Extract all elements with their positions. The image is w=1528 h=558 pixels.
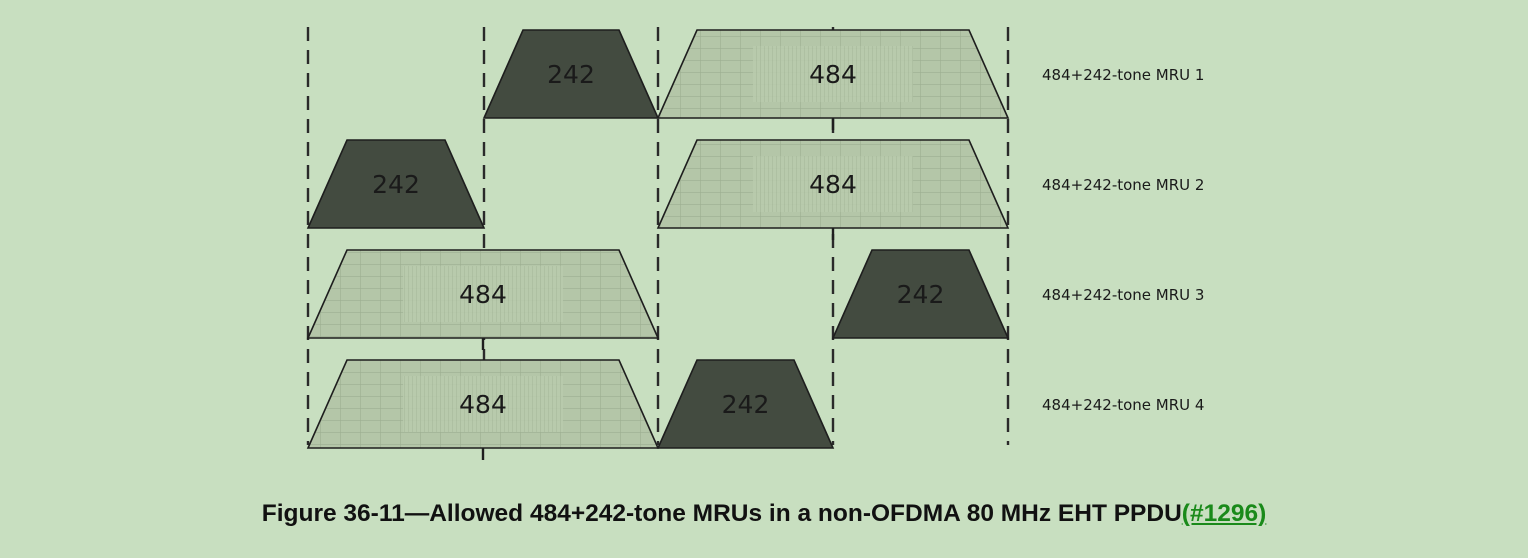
ru-484-block: 484: [656, 29, 1010, 130]
mru-label: 484+242-tone MRU 1: [1042, 66, 1204, 84]
ru-size-label: 242: [547, 60, 595, 89]
ru-484-hatch: [753, 156, 913, 212]
ru-484-hatch: [403, 376, 563, 432]
ru-484-hatch: [753, 46, 913, 102]
caption-link[interactable]: (#1296): [1181, 500, 1267, 527]
caption-text: Figure 36-11—Allowed 484+242-tone MRUs i…: [261, 500, 1182, 527]
ru-size-label: 242: [722, 390, 770, 419]
mru-label: 484+242-tone MRU 3: [1042, 286, 1204, 304]
mru-label: 484+242-tone MRU 2: [1042, 176, 1204, 194]
ru-484-block: 484: [656, 139, 1010, 240]
mru-row-1: 242 484 484+242-tone MRU 1: [482, 29, 1204, 130]
ru-242-trapezoid: [306, 139, 486, 229]
ru-484-block: 484: [306, 359, 660, 460]
ru-242-block: 242: [656, 359, 835, 449]
mru-label: 484+242-tone MRU 4: [1042, 396, 1204, 414]
ru-size-label: 484: [809, 60, 857, 89]
mru-row-2: 242 484 484+242-tone MRU 2: [306, 139, 1204, 240]
ru-size-label: 484: [809, 170, 857, 199]
ru-size-label: 484: [459, 390, 507, 419]
mru-row-4: 484 242 484+242-tone MRU 4: [306, 359, 1204, 460]
ru-484-hatch: [403, 266, 563, 322]
ru-size-label: 484: [459, 280, 507, 309]
mru-rows: 242 484 484+242-tone MRU 1 242 484 484+242-to…: [306, 29, 1204, 460]
figure-caption: Figure 36-11—Allowed 484+242-tone MRUs i…: [0, 500, 1528, 528]
ru-242-trapezoid: [656, 359, 835, 449]
ru-size-label: 242: [897, 280, 945, 309]
ru-242-block: 242: [306, 139, 486, 229]
mru-row-3: 484 242 484+242-tone MRU 3: [306, 249, 1204, 350]
ru-242-block: 242: [831, 249, 1010, 339]
ru-484-block: 484: [306, 249, 660, 350]
ru-242-trapezoid: [482, 29, 660, 119]
ru-242-block: 242: [482, 29, 660, 119]
mru-diagram: 242 484 484+242-tone MRU 1 242 484 484+242-to…: [306, 27, 1204, 460]
ru-242-trapezoid: [831, 249, 1010, 339]
ru-size-label: 242: [372, 170, 420, 199]
